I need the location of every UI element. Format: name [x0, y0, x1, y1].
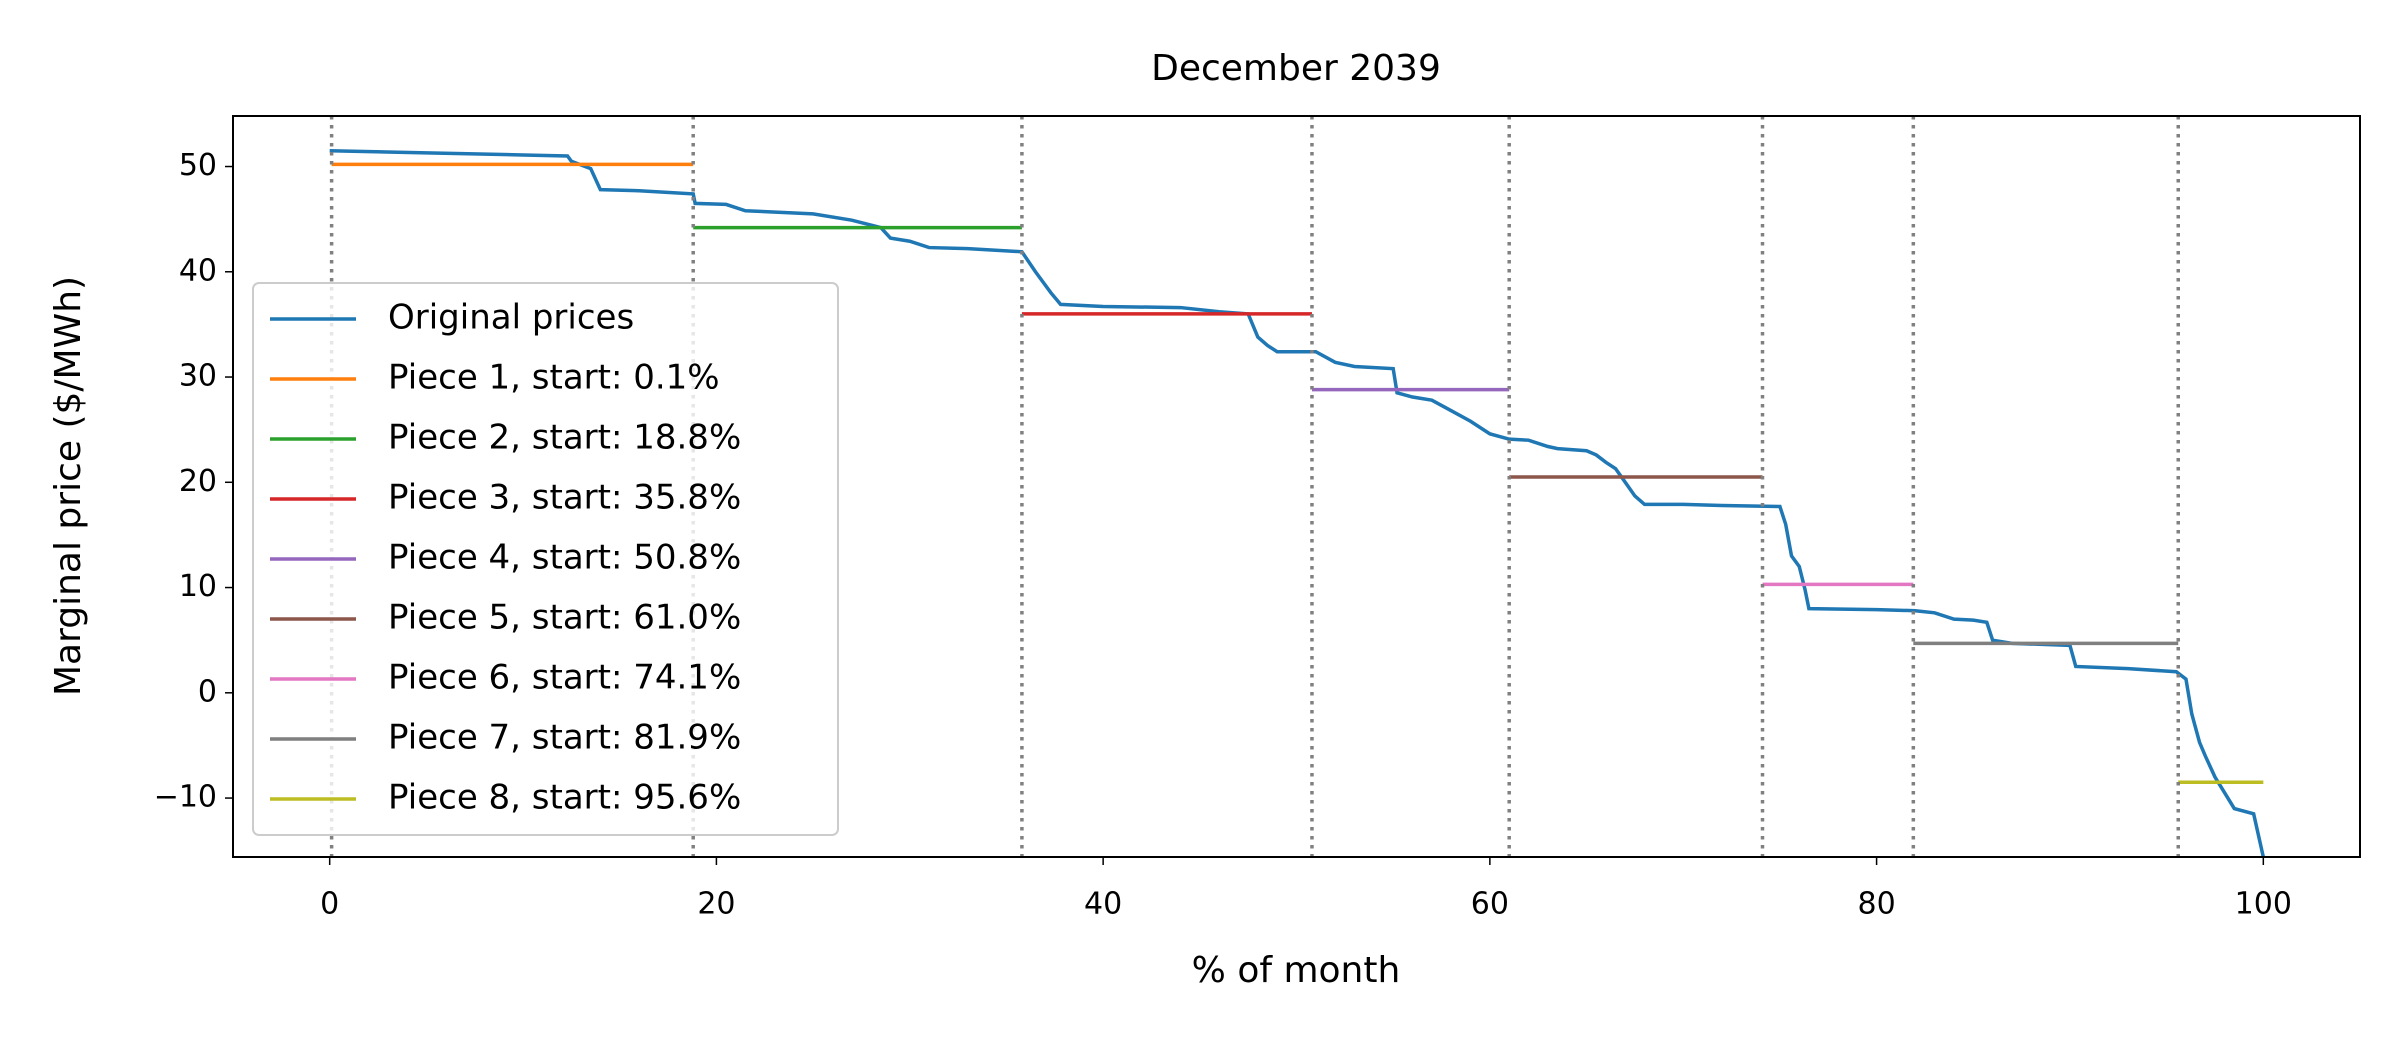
legend-label: Piece 7, start: 81.9%: [388, 718, 741, 758]
x-tick-label: 20: [697, 887, 735, 922]
y-tick-label: 10: [179, 569, 217, 604]
legend-label: Original prices: [388, 298, 634, 338]
y-tick-label: 40: [179, 253, 217, 288]
legend-label: Piece 2, start: 18.8%: [388, 418, 741, 458]
y-tick-label: −10: [154, 780, 217, 815]
plot-area: [329, 116, 2266, 857]
axes-frame: [232, 115, 2361, 858]
x-tick-label: 60: [1471, 887, 1509, 922]
legend-label: Piece 8, start: 95.6%: [388, 778, 741, 818]
y-tick-label: 30: [179, 359, 217, 394]
price-line: [329, 148, 2266, 857]
x-tick-label: 100: [2235, 887, 2292, 922]
y-tick-label: 0: [198, 674, 217, 709]
x-tick-label: 0: [320, 887, 339, 922]
y-tick-label: 20: [179, 464, 217, 499]
legend-label: Piece 3, start: 35.8%: [388, 478, 741, 518]
legend-label: Piece 4, start: 50.8%: [388, 538, 741, 578]
y-tick-label: 50: [179, 148, 217, 183]
x-axis-label: % of month: [1192, 950, 1401, 991]
x-tick-label: 40: [1084, 887, 1122, 922]
x-tick-label: 80: [1857, 887, 1895, 922]
legend-box: [252, 282, 839, 836]
legend-label: Piece 6, start: 74.1%: [388, 658, 741, 698]
chart-title: December 2039: [1151, 48, 1441, 89]
y-axis-label: Marginal price ($/MWh): [48, 276, 89, 696]
legend-label: Piece 1, start: 0.1%: [388, 358, 720, 398]
legend-label: Piece 5, start: 61.0%: [388, 598, 741, 638]
